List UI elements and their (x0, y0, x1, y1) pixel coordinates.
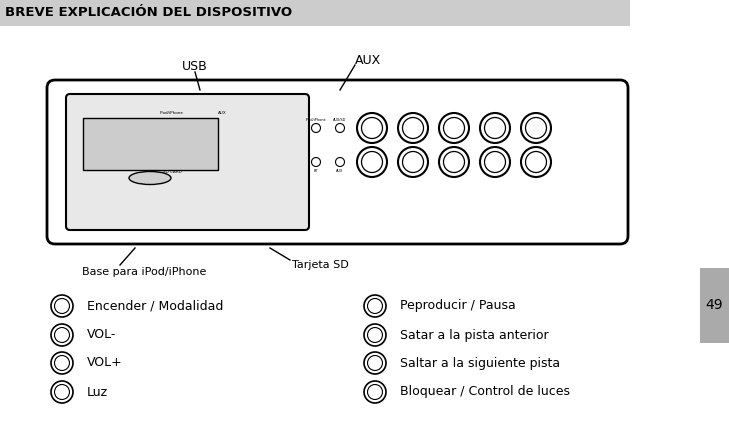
Text: AUX/SD: AUX/SD (333, 118, 347, 122)
Text: Peproducir / Pausa: Peproducir / Pausa (400, 299, 515, 313)
Circle shape (402, 152, 424, 172)
Ellipse shape (129, 172, 171, 184)
Circle shape (55, 299, 69, 314)
Circle shape (55, 385, 69, 400)
Text: AUX: AUX (355, 53, 381, 67)
Bar (83, 118, 218, 170)
FancyBboxPatch shape (47, 80, 628, 244)
Circle shape (367, 385, 383, 400)
Text: Saltar a la siguiente pista: Saltar a la siguiente pista (400, 356, 560, 370)
Circle shape (521, 113, 551, 143)
Circle shape (439, 113, 469, 143)
Circle shape (55, 355, 69, 370)
Text: SD CARD: SD CARD (163, 170, 182, 174)
Circle shape (367, 299, 383, 314)
Circle shape (357, 113, 387, 143)
Text: Satar a la pista anterior: Satar a la pista anterior (400, 329, 549, 341)
Circle shape (480, 147, 510, 177)
Text: BT: BT (313, 169, 319, 173)
Bar (0, 0, 630, 26)
Circle shape (335, 157, 345, 167)
Circle shape (51, 352, 73, 374)
Circle shape (526, 117, 547, 138)
Text: 49: 49 (705, 298, 723, 312)
Text: iPod/iPhone: iPod/iPhone (160, 111, 184, 115)
Circle shape (485, 117, 505, 138)
Bar (700, 268, 729, 343)
Circle shape (443, 117, 464, 138)
Circle shape (398, 147, 428, 177)
Circle shape (362, 152, 383, 172)
Circle shape (51, 295, 73, 317)
Text: AUX: AUX (218, 111, 227, 115)
Text: AUX: AUX (336, 169, 343, 173)
Circle shape (443, 152, 464, 172)
Circle shape (335, 123, 345, 132)
Circle shape (311, 123, 321, 132)
Circle shape (526, 152, 547, 172)
Circle shape (367, 328, 383, 343)
Text: iPod/iPhone: iPod/iPhone (305, 118, 327, 122)
Text: Tarjeta SD: Tarjeta SD (292, 260, 348, 270)
FancyBboxPatch shape (66, 94, 309, 230)
Circle shape (364, 324, 386, 346)
Text: Bloquear / Control de luces: Bloquear / Control de luces (400, 385, 570, 399)
Circle shape (398, 113, 428, 143)
Circle shape (480, 113, 510, 143)
Text: VOL-: VOL- (87, 329, 117, 341)
Text: Luz: Luz (87, 385, 108, 399)
Circle shape (402, 117, 424, 138)
Circle shape (311, 157, 321, 167)
Circle shape (364, 352, 386, 374)
Circle shape (364, 381, 386, 403)
Circle shape (51, 381, 73, 403)
Circle shape (357, 147, 387, 177)
Text: Encender / Modalidad: Encender / Modalidad (87, 299, 223, 313)
Text: Base para iPod/iPhone: Base para iPod/iPhone (82, 267, 206, 277)
Text: USB: USB (182, 60, 208, 74)
Circle shape (362, 117, 383, 138)
Circle shape (521, 147, 551, 177)
Circle shape (367, 355, 383, 370)
Circle shape (439, 147, 469, 177)
Circle shape (364, 295, 386, 317)
Circle shape (51, 324, 73, 346)
Text: BREVE EXPLICACIÓN DEL DISPOSITIVO: BREVE EXPLICACIÓN DEL DISPOSITIVO (5, 7, 292, 19)
Circle shape (485, 152, 505, 172)
Text: VOL+: VOL+ (87, 356, 122, 370)
Circle shape (55, 328, 69, 343)
